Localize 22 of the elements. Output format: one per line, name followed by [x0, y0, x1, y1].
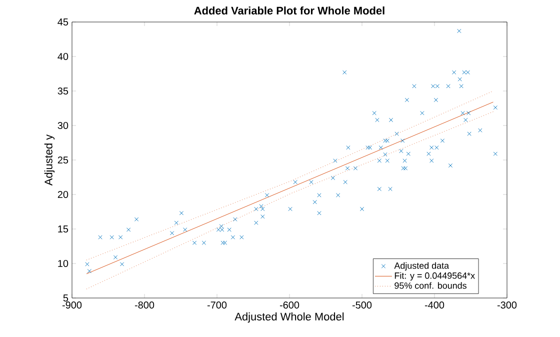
y-tick-label: 20: [58, 190, 68, 198]
x-tick-label: -700: [207, 302, 227, 309]
y-tick-label: 5: [63, 294, 68, 302]
legend-label: Adjusted data: [394, 262, 450, 271]
x-tick-label: -400: [424, 302, 444, 309]
y-tick-label: 30: [58, 122, 68, 130]
x-tick-label: -300: [497, 302, 517, 309]
legend-label: Fit: y = 0.0449564*x: [394, 272, 475, 281]
y-tick-label: 15: [58, 226, 68, 232]
x-tick-label: -800: [134, 302, 154, 309]
y-tick-label: 40: [58, 52, 68, 60]
x-tick-label: -900: [62, 302, 82, 309]
x-axis-title: Adjusted Whole Model: [234, 312, 344, 323]
y-tick-label: 25: [58, 156, 68, 164]
x-tick-label: -600: [280, 302, 300, 309]
y-axis-title: Adjusted y: [44, 134, 55, 186]
x-tick-label: -500: [352, 302, 372, 309]
y-tick-label: 35: [58, 87, 68, 95]
y-tick-label: 10: [58, 260, 68, 268]
y-tick-label: 45: [58, 18, 68, 26]
legend-label: 95% conf. bounds: [394, 282, 466, 289]
chart-title: Added Variable Plot for Whole Model: [194, 6, 384, 15]
